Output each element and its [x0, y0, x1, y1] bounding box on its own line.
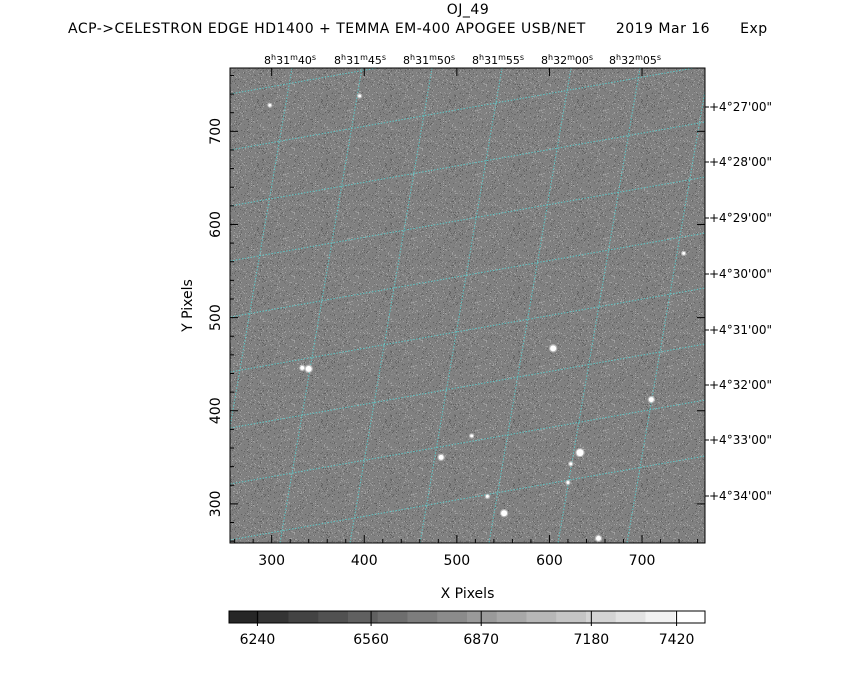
ra-grid-line	[349, 68, 433, 543]
colorbar-step	[407, 611, 438, 623]
colorbar-step	[496, 611, 527, 623]
telescope-info-line: ACP->CELESTRON EDGE HD1400 + TEMMA EM-40…	[68, 21, 798, 37]
dec-tick-label: +4°32'00"	[709, 378, 772, 392]
star	[438, 454, 444, 460]
star	[682, 251, 686, 255]
x-axis-label: X Pixels	[441, 586, 495, 602]
stars	[267, 93, 687, 543]
star	[470, 434, 474, 438]
colorbar-tick-label: 7420	[659, 632, 695, 648]
colorbar-tick-label: 7180	[574, 632, 610, 648]
y-tick-label: 600	[208, 211, 224, 238]
dec-tick-label: +4°29'00"	[709, 211, 772, 225]
colorbar-step	[675, 611, 706, 623]
dec-grid-line	[230, 121, 705, 207]
star	[550, 345, 557, 352]
star	[300, 365, 305, 370]
star	[501, 510, 508, 517]
image-background	[230, 68, 705, 543]
colorbar-step	[377, 611, 408, 623]
exposure-label: Exp	[740, 21, 768, 37]
dec-grid-line	[230, 0, 705, 38]
star	[358, 94, 362, 98]
star	[576, 449, 584, 457]
colorbar-step	[556, 611, 587, 623]
ra-tick-label: 8h31m40s	[264, 53, 316, 67]
star	[566, 480, 570, 484]
coordinate-grid	[230, 0, 705, 543]
dec-tick-label: +4°28'00"	[709, 155, 772, 169]
colorbar-step	[348, 611, 379, 623]
star	[569, 462, 573, 466]
colorbar-step	[229, 611, 260, 623]
colorbar-step	[467, 611, 498, 623]
x-tick-label: 600	[536, 553, 563, 569]
ra-grid-line	[488, 68, 572, 543]
plot-frame	[229, 67, 706, 544]
y-axis-label: Y Pixels	[180, 279, 196, 333]
x-tick-label: 500	[443, 553, 470, 569]
dec-tick-label: +4°34'00"	[709, 489, 772, 503]
colorbar-step	[586, 611, 617, 623]
star	[485, 494, 489, 498]
ra-grid-line	[279, 68, 363, 543]
dec-grid-line	[230, 343, 705, 429]
ra-tick-label: 8h31m55s	[472, 53, 524, 67]
telescope-info: ACP->CELESTRON EDGE HD1400 + TEMMA EM-40…	[68, 21, 586, 37]
observation-date: 2019 Mar 16	[615, 21, 711, 37]
star	[596, 535, 602, 541]
star	[305, 365, 312, 372]
dec-grid-line	[230, 68, 697, 151]
dec-tick-label: +4°33'00"	[709, 433, 772, 447]
plot-title: OJ_49	[446, 2, 490, 18]
dec-grid-line	[230, 287, 705, 373]
colorbar-tick-label: 6560	[353, 632, 389, 648]
ra-grid-line	[626, 88, 705, 543]
colorbar-step	[437, 611, 468, 623]
colorbar-tick-label: 6240	[240, 632, 276, 648]
x-tick-label: 700	[629, 553, 656, 569]
dec-tick-label: +4°31'00"	[709, 323, 772, 337]
dec-grid-line	[230, 232, 705, 318]
colorbar-step	[526, 611, 557, 623]
ra-grid-line	[230, 68, 293, 431]
dec-tick-label: +4°30'00"	[709, 267, 772, 281]
y-tick-label: 400	[208, 397, 224, 424]
star	[268, 103, 272, 107]
colorbar-step	[258, 611, 289, 623]
y-tick-label: 300	[208, 491, 224, 518]
y-tick-label: 500	[208, 304, 224, 331]
dec-grid-line	[230, 176, 705, 262]
colorbar: 6240 6560 6870 7180 7420	[228, 610, 706, 648]
colorbar-step	[645, 611, 676, 623]
dec-grid-line	[230, 399, 705, 485]
colorbar-step	[288, 611, 319, 623]
y-tick-label: 700	[208, 118, 224, 145]
colorbar-frame	[228, 610, 706, 624]
dec-tick-label: +4°27'00"	[709, 100, 772, 114]
colorbar-step	[318, 611, 349, 623]
x-tick-label: 400	[351, 553, 378, 569]
ra-tick-label: 8h31m45s	[334, 53, 386, 67]
star	[648, 397, 654, 403]
colorbar-tick-label: 6870	[463, 632, 499, 648]
colorbar-step	[615, 611, 646, 623]
ra-tick-label: 8h32m00s	[541, 53, 593, 67]
ra-grid-line	[557, 68, 641, 543]
ra-tick-label: 8h31m50s	[403, 53, 455, 67]
dec-grid-line	[230, 455, 705, 541]
x-tick-label: 300	[258, 553, 285, 569]
ra-tick-label: 8h32m05s	[609, 53, 661, 67]
ra-grid-line	[419, 68, 503, 543]
